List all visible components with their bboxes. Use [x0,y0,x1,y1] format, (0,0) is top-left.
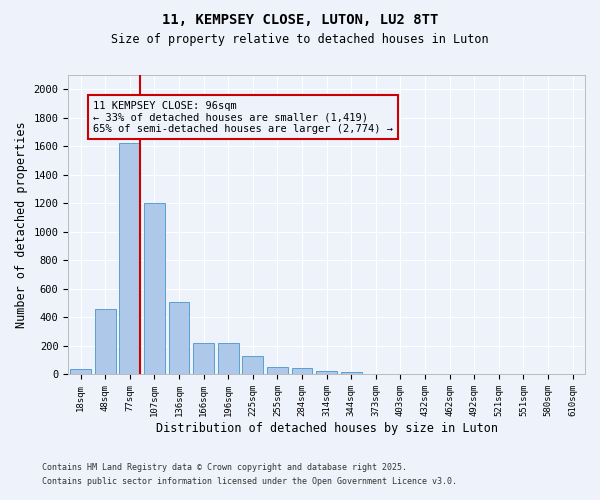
Bar [70,370,91,374]
Bar [193,343,214,374]
Text: Size of property relative to detached houses in Luton: Size of property relative to detached ho… [111,32,489,46]
Bar [169,302,190,374]
Bar [341,372,362,374]
Y-axis label: Number of detached properties: Number of detached properties [15,122,28,328]
Bar [242,356,263,374]
Text: 11 KEMPSEY CLOSE: 96sqm
← 33% of detached houses are smaller (1,419)
65% of semi: 11 KEMPSEY CLOSE: 96sqm ← 33% of detache… [93,100,393,134]
X-axis label: Distribution of detached houses by size in Luton: Distribution of detached houses by size … [155,422,497,435]
Text: Contains public sector information licensed under the Open Government Licence v3: Contains public sector information licen… [42,477,457,486]
Bar [267,368,288,374]
Bar [95,309,116,374]
Text: Contains HM Land Registry data © Crown copyright and database right 2025.: Contains HM Land Registry data © Crown c… [42,464,407,472]
Bar [144,202,165,374]
Bar [119,142,140,374]
Bar [218,343,239,374]
Bar [316,371,337,374]
Text: 11, KEMPSEY CLOSE, LUTON, LU2 8TT: 11, KEMPSEY CLOSE, LUTON, LU2 8TT [162,12,438,26]
Bar [292,368,313,374]
